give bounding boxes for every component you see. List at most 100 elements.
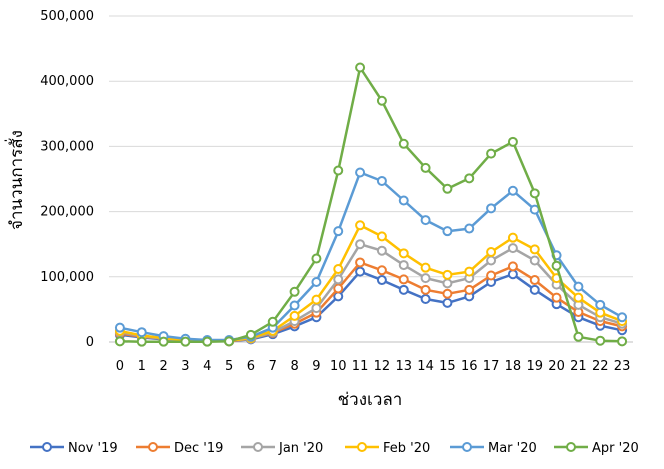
data-point <box>289 310 300 321</box>
data-point <box>486 148 497 159</box>
legend-label: Nov '19 <box>68 441 118 456</box>
y-tick-label: 400,000 <box>40 74 94 89</box>
x-tick-label: 5 <box>225 359 233 374</box>
data-point <box>507 261 518 272</box>
data-point <box>224 336 235 347</box>
data-point <box>355 167 366 178</box>
data-point <box>311 253 322 264</box>
data-point <box>267 316 278 327</box>
series-group <box>114 167 628 346</box>
x-tick-label: 1 <box>138 359 146 374</box>
data-point <box>398 274 409 285</box>
data-point <box>202 336 213 347</box>
legend-item: Dec '19 <box>136 441 223 456</box>
y-axis-title: จำนวนการสั่ง <box>4 130 27 230</box>
data-point <box>573 292 584 303</box>
data-point <box>376 95 387 106</box>
data-point <box>617 336 628 347</box>
data-point <box>355 266 366 277</box>
data-point <box>355 220 366 231</box>
data-point <box>311 294 322 305</box>
data-point <box>114 322 125 333</box>
data-point <box>355 239 366 250</box>
data-point <box>507 232 518 243</box>
data-point <box>464 284 475 295</box>
x-tick-label: 23 <box>614 359 631 374</box>
x-tick-label: 17 <box>483 359 500 374</box>
data-point <box>442 226 453 237</box>
data-point <box>529 188 540 199</box>
data-point <box>311 277 322 288</box>
x-tick-label: 20 <box>548 359 565 374</box>
x-tick-label: 14 <box>417 359 434 374</box>
data-point <box>486 247 497 258</box>
data-point <box>420 284 431 295</box>
data-point <box>398 248 409 259</box>
data-point <box>158 336 169 347</box>
y-tick-label: 300,000 <box>40 139 94 154</box>
legend-item: Apr '20 <box>554 441 639 456</box>
data-point <box>333 291 344 302</box>
data-point <box>333 165 344 176</box>
series-group <box>114 62 628 347</box>
data-point <box>420 162 431 173</box>
data-point <box>442 297 453 308</box>
data-point <box>464 266 475 277</box>
x-tick-label: 3 <box>181 359 189 374</box>
data-point <box>507 269 518 280</box>
data-point <box>180 336 191 347</box>
x-tick-label: 13 <box>395 359 412 374</box>
data-point <box>529 255 540 266</box>
x-axis-title: ช่วงเวลา <box>338 390 403 410</box>
x-tick-label: 2 <box>159 359 167 374</box>
data-point <box>442 278 453 289</box>
x-tick-label: 6 <box>247 359 255 374</box>
data-point <box>507 185 518 196</box>
data-point <box>442 183 453 194</box>
data-point <box>420 262 431 273</box>
series-line <box>119 171 623 342</box>
data-point <box>376 231 387 242</box>
data-point <box>420 273 431 284</box>
legend-label: Feb '20 <box>383 441 430 456</box>
data-point <box>529 244 540 255</box>
series-line <box>119 224 623 342</box>
data-point <box>420 293 431 304</box>
gridlines <box>109 15 633 343</box>
data-point <box>529 204 540 215</box>
data-point <box>420 215 431 226</box>
x-tick-label: 15 <box>439 359 456 374</box>
data-point <box>442 269 453 280</box>
x-tick-label: 4 <box>203 359 211 374</box>
data-point <box>486 255 497 266</box>
data-point <box>486 270 497 281</box>
data-point <box>398 138 409 149</box>
legend-marker <box>253 442 263 452</box>
x-tick-label: 7 <box>269 359 277 374</box>
data-point <box>333 226 344 237</box>
y-tick-label: 0 <box>86 335 94 350</box>
data-point <box>376 265 387 276</box>
data-point <box>398 260 409 271</box>
data-point <box>551 260 562 271</box>
x-tick-label: 0 <box>116 359 124 374</box>
x-tick-label: 9 <box>312 359 320 374</box>
x-tick-label: 18 <box>505 359 522 374</box>
data-point <box>595 299 606 310</box>
series-line <box>119 242 623 342</box>
legend-marker <box>566 442 576 452</box>
x-tick-label: 10 <box>330 359 347 374</box>
x-tick-label: 8 <box>290 359 298 374</box>
legend-label: Mar '20 <box>488 441 537 456</box>
data-point <box>136 336 147 347</box>
data-point <box>355 257 366 268</box>
data-point <box>573 331 584 342</box>
x-tick-label: 11 <box>352 359 369 374</box>
data-point <box>136 327 147 338</box>
x-tick-label: 21 <box>570 359 587 374</box>
data-point <box>507 243 518 254</box>
data-point <box>333 274 344 285</box>
data-point <box>595 307 606 318</box>
data-point <box>529 275 540 286</box>
